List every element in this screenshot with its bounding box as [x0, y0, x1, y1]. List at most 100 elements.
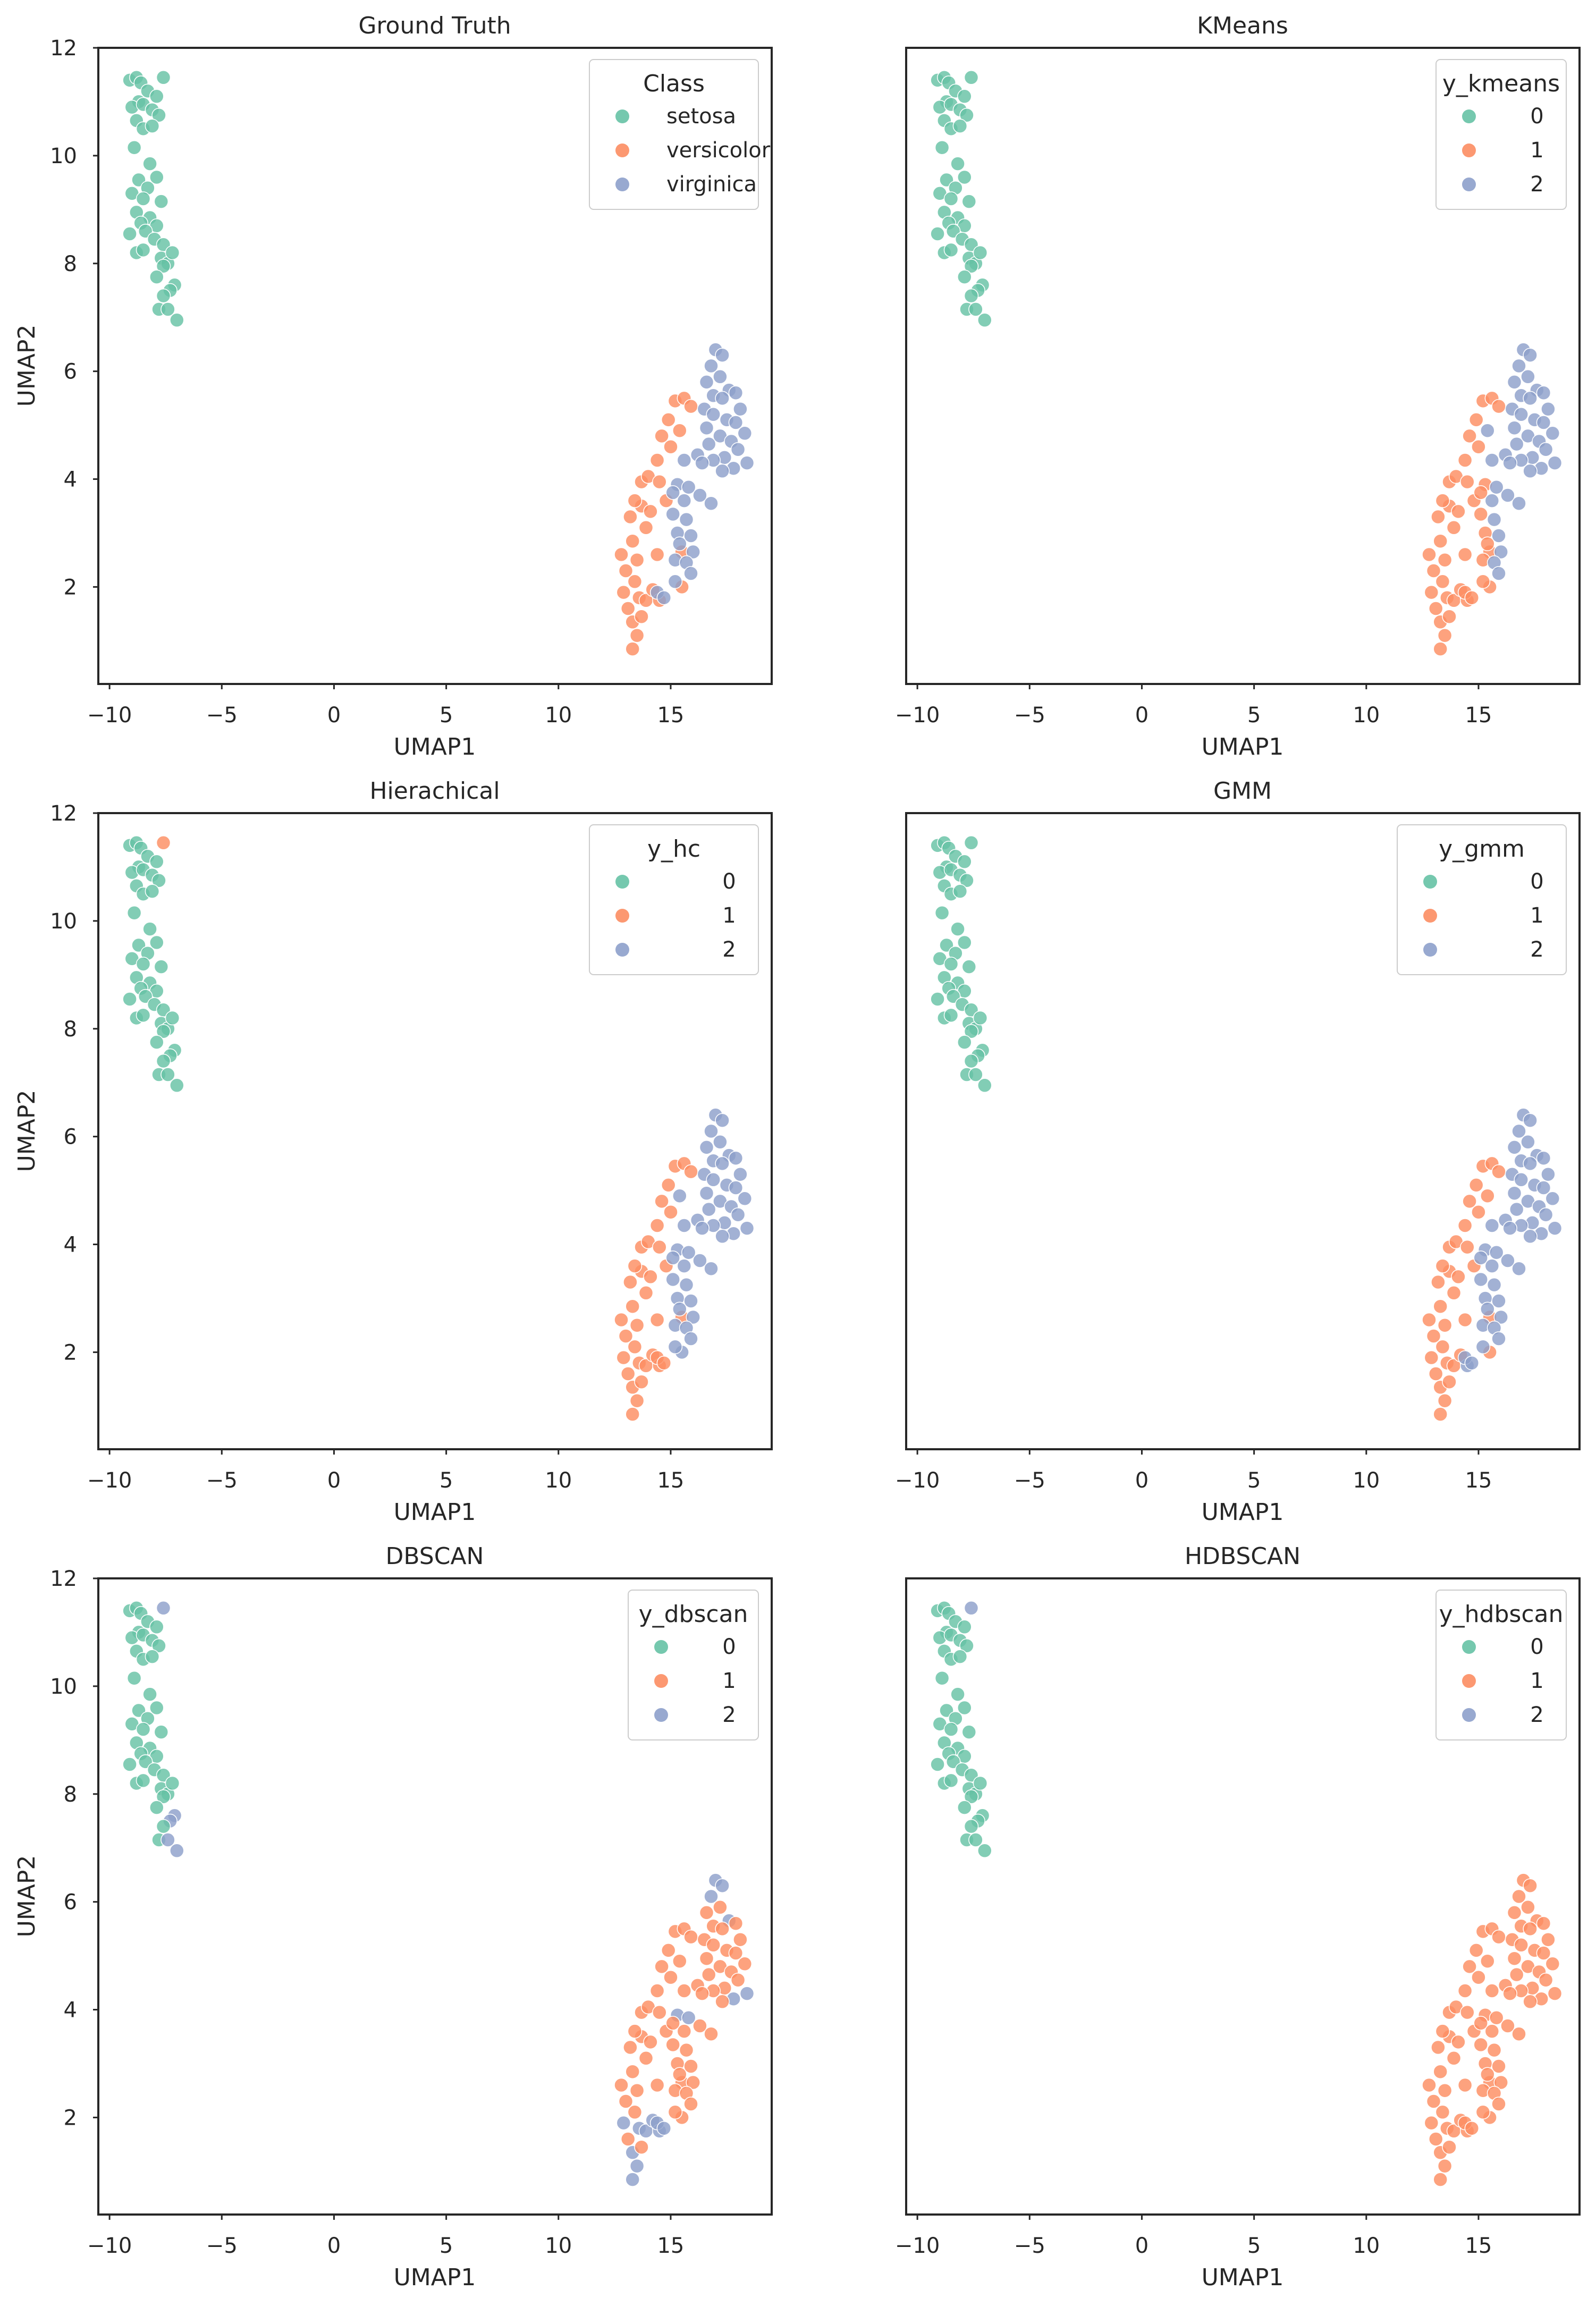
- legend-marker-1: [1423, 909, 1437, 923]
- data-point-108: [665, 485, 680, 500]
- legend-label-0: setosa: [666, 104, 736, 129]
- plot-frame: [905, 812, 1581, 1450]
- data-point-102: [695, 455, 710, 470]
- data-point-20: [136, 1722, 151, 1737]
- data-point-89: [706, 1172, 721, 1187]
- data-point-61: [643, 2034, 658, 2050]
- data-point-115: [683, 528, 698, 543]
- data-point-52: [634, 609, 649, 624]
- legend-box: [1397, 824, 1567, 975]
- data-point-89: [706, 1938, 721, 1953]
- data-point-116: [672, 1302, 687, 1317]
- x-tick-label: 10: [545, 703, 572, 728]
- data-point-34: [964, 1024, 979, 1039]
- data-point-84: [1536, 1151, 1551, 1165]
- data-point-54: [1433, 641, 1448, 656]
- x-tick-label: 0: [327, 1468, 341, 1493]
- data-point-49: [1428, 601, 1443, 616]
- data-point-112: [1473, 2037, 1488, 2052]
- legend-label-1: 1: [1530, 138, 1543, 163]
- data-point-53: [1437, 2158, 1453, 2174]
- data-point-42: [170, 312, 184, 328]
- legend-label-1: 1: [1530, 1669, 1543, 1693]
- legend-title: y_dbscan: [639, 1601, 748, 1628]
- legend-marker-0: [1462, 109, 1476, 123]
- data-point-112: [1473, 1272, 1488, 1287]
- data-point-26: [930, 226, 945, 241]
- legend-marker-0: [654, 1640, 668, 1654]
- legend-marker-2: [1462, 178, 1476, 191]
- data-point-3: [156, 1601, 171, 1616]
- data-point-101: [1547, 455, 1563, 470]
- data-point-58: [1431, 509, 1446, 525]
- data-point-76: [649, 547, 665, 562]
- data-point-88: [733, 1932, 748, 1947]
- scatter-points: [122, 70, 755, 656]
- legend-marker-0: [1423, 875, 1437, 889]
- data-point-89: [1514, 1938, 1529, 1953]
- data-point-84: [1536, 1916, 1551, 1931]
- data-point-26: [930, 1757, 945, 1772]
- axis-ticks: −10 −5 0 5 10 15 2 4 6 8 10 12: [50, 801, 684, 1493]
- x-tick-label: −10: [87, 1468, 132, 1493]
- data-point-117: [686, 1309, 700, 1325]
- data-point-64: [1460, 1239, 1475, 1255]
- data-point-111: [704, 1261, 719, 1276]
- x-tick-label: 0: [1135, 2234, 1149, 2258]
- x-tick-label: −5: [206, 1468, 238, 1493]
- data-point-105: [677, 1983, 692, 1998]
- data-point-73: [1480, 1188, 1495, 1203]
- data-point-17: [957, 935, 972, 950]
- data-point-53: [629, 1393, 645, 1408]
- data-point-107: [1489, 479, 1504, 495]
- data-point-120: [683, 2097, 698, 2111]
- data-point-89: [1514, 1172, 1529, 1187]
- data-point-11: [151, 108, 166, 123]
- data-point-31: [136, 1773, 151, 1788]
- data-point-108: [665, 2016, 680, 2031]
- x-tick-label: 5: [1247, 1468, 1261, 1493]
- data-point-42: [170, 1078, 184, 1093]
- data-point-34: [156, 1789, 171, 1804]
- x-tick-label: 15: [657, 703, 684, 728]
- data-point-13: [952, 1649, 968, 1664]
- data-point-15: [142, 1687, 157, 1702]
- plot-frame: [97, 47, 773, 685]
- data-point-76: [1457, 1312, 1473, 1328]
- data-point-35: [165, 245, 180, 260]
- data-point-49: [1428, 2132, 1443, 2147]
- x-tick-label: 10: [1353, 1468, 1380, 1493]
- data-point-64: [652, 2005, 667, 2020]
- x-tick-label: 15: [1465, 1468, 1492, 1493]
- data-point-17: [149, 1700, 164, 1716]
- data-point-14: [126, 905, 142, 920]
- x-tick-label: −10: [895, 703, 940, 728]
- data-point-3: [156, 835, 171, 850]
- data-point-82: [1507, 375, 1522, 390]
- plot-frame: [905, 1577, 1581, 2216]
- legend-label-1: versicolor: [666, 138, 771, 163]
- data-point-93: [1545, 1956, 1560, 1972]
- data-point-107: [1489, 1245, 1504, 1260]
- data-point-52: [1442, 609, 1457, 624]
- data-point-104: [1523, 463, 1538, 479]
- data-point-61: [1451, 2034, 1466, 2050]
- data-point-60: [627, 1258, 643, 1273]
- data-point-108: [1473, 1250, 1488, 1265]
- legend: y_hc 0 1 2: [589, 824, 759, 975]
- data-point-113: [1487, 2042, 1502, 2058]
- data-point-92: [699, 1186, 714, 1201]
- data-point-53: [629, 628, 645, 643]
- plot-frame: [97, 1577, 773, 2216]
- data-point-31: [943, 1773, 959, 1788]
- y-tick-label: 2: [64, 575, 77, 599]
- data-point-93: [737, 1956, 753, 1972]
- data-point-68: [663, 1970, 678, 1985]
- subplot-title: Hierachical: [369, 778, 500, 805]
- legend: Class setosa versicolor virginica: [589, 59, 771, 210]
- data-point-14: [126, 140, 142, 155]
- data-point-77: [1446, 520, 1462, 535]
- data-point-104: [1523, 1994, 1538, 2009]
- x-tick-label: 10: [1353, 703, 1380, 728]
- data-point-115: [1491, 2059, 1506, 2074]
